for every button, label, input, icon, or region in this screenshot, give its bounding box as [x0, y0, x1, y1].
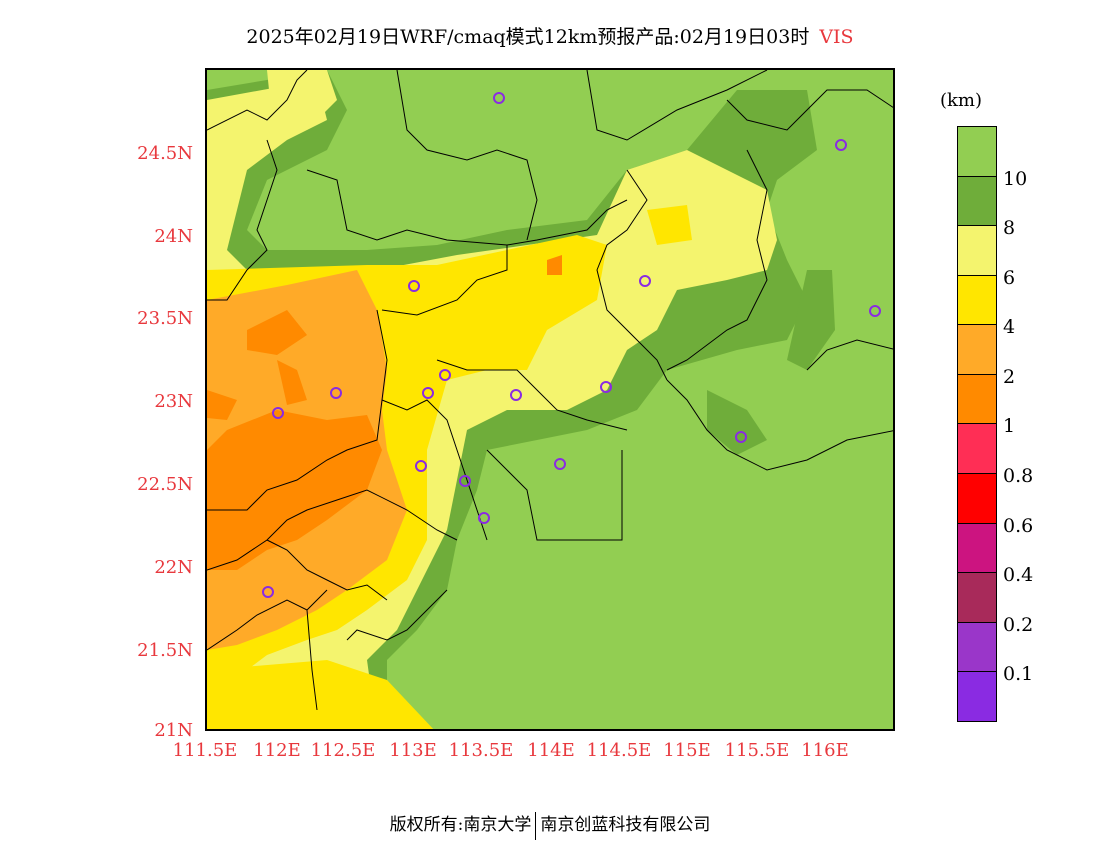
- station-marker[interactable]: [835, 139, 847, 151]
- station-marker[interactable]: [408, 280, 420, 292]
- lat-label-23: 23N: [154, 391, 193, 412]
- station-marker[interactable]: [639, 275, 651, 287]
- station-marker[interactable]: [554, 458, 566, 470]
- legend-label: 4: [1003, 316, 1016, 338]
- title-variable: VIS: [819, 26, 854, 48]
- legend-label: 0.8: [1003, 465, 1034, 487]
- lat-label-21-5: 21.5N: [137, 640, 193, 661]
- colorbar-segment: [958, 523, 996, 574]
- lat-label-22-5: 22.5N: [137, 474, 193, 495]
- station-marker[interactable]: [262, 586, 274, 598]
- legend-label: 10: [1003, 168, 1028, 190]
- region-vis-1-e: [547, 255, 562, 275]
- lon-label-111-5: 111.5E: [172, 740, 238, 761]
- colorbar-segment: [958, 672, 996, 721]
- colorbar-segment: [958, 226, 996, 276]
- legend-label: 0.2: [1003, 614, 1034, 636]
- legend-label: 0.4: [1003, 564, 1034, 586]
- footer-separator: [535, 811, 537, 840]
- region-vis-6-nw: [267, 70, 337, 130]
- lon-label-112-5: 112.5E: [310, 740, 376, 761]
- lat-label-21: 21N: [154, 720, 193, 741]
- colorbar-segment: [958, 127, 996, 177]
- colorbar-segment: [958, 622, 996, 673]
- legend-unit: (km): [940, 90, 983, 111]
- region-vis-1-a: [247, 310, 307, 355]
- lat-label-23-5: 23.5N: [137, 308, 193, 329]
- station-marker[interactable]: [493, 92, 505, 104]
- copyright-footer: 版权所有:南京大学 南京创蓝科技有限公司: [0, 810, 1100, 840]
- region-vis-1-c: [277, 360, 307, 405]
- station-marker[interactable]: [478, 512, 490, 524]
- station-marker[interactable]: [330, 387, 342, 399]
- footer-left: 版权所有:南京大学: [389, 815, 532, 835]
- station-marker[interactable]: [869, 305, 881, 317]
- colorbar-segment: [958, 374, 996, 425]
- colorbar-segment: [958, 474, 996, 524]
- station-marker[interactable]: [510, 389, 522, 401]
- colorbar-segment: [958, 275, 996, 326]
- station-marker[interactable]: [735, 431, 747, 443]
- footer-right: 南京创蓝科技有限公司: [540, 815, 711, 835]
- station-marker[interactable]: [459, 475, 471, 487]
- lon-label-115: 115E: [663, 740, 711, 761]
- region-vis-8-ne: [787, 270, 835, 370]
- legend-label: 8: [1003, 217, 1016, 239]
- colorbar: [957, 126, 997, 722]
- region-vis-1-b: [207, 390, 237, 420]
- lat-label-24-5: 24.5N: [137, 143, 193, 164]
- lon-label-112: 112E: [253, 740, 301, 761]
- legend-label: 0.6: [1003, 515, 1034, 537]
- region-vis-4-ne: [647, 205, 692, 245]
- station-marker[interactable]: [415, 460, 427, 472]
- chart-title: 2025年02月19日WRF/cmaq模式12km预报产品:02月19日03时 V…: [0, 22, 1100, 49]
- legend-label: 0.1: [1003, 663, 1034, 685]
- station-marker[interactable]: [272, 407, 284, 419]
- lon-label-116: 116E: [801, 740, 849, 761]
- station-marker[interactable]: [600, 381, 612, 393]
- legend-label: 6: [1003, 267, 1016, 289]
- legend-label: 2: [1003, 366, 1016, 388]
- colorbar-segment: [958, 424, 996, 475]
- lon-label-114-5: 114.5E: [586, 740, 652, 761]
- title-main: 2025年02月19日WRF/cmaq模式12km预报产品:02月19日03时: [246, 26, 810, 48]
- colorbar-segment: [958, 325, 996, 375]
- admin-boundaries: [207, 70, 893, 711]
- station-marker[interactable]: [422, 387, 434, 399]
- colorbar-segment: [958, 573, 996, 623]
- colorbar-segment: [958, 176, 996, 227]
- lon-label-113: 113E: [389, 740, 437, 761]
- map-svg: [207, 70, 893, 729]
- region-vis-4-south: [207, 660, 434, 729]
- lon-label-113-5: 113.5E: [448, 740, 514, 761]
- station-markers: [262, 92, 881, 598]
- visibility-map[interactable]: [205, 68, 895, 731]
- region-vis-1-d: [207, 410, 382, 570]
- legend-label: 1: [1003, 415, 1016, 437]
- lon-label-114: 114E: [527, 740, 575, 761]
- lon-label-115-5: 115.5E: [724, 740, 790, 761]
- lat-label-24: 24N: [154, 226, 193, 247]
- lat-label-22: 22N: [154, 557, 193, 578]
- station-marker[interactable]: [439, 369, 451, 381]
- region-vis-8-east: [707, 390, 767, 455]
